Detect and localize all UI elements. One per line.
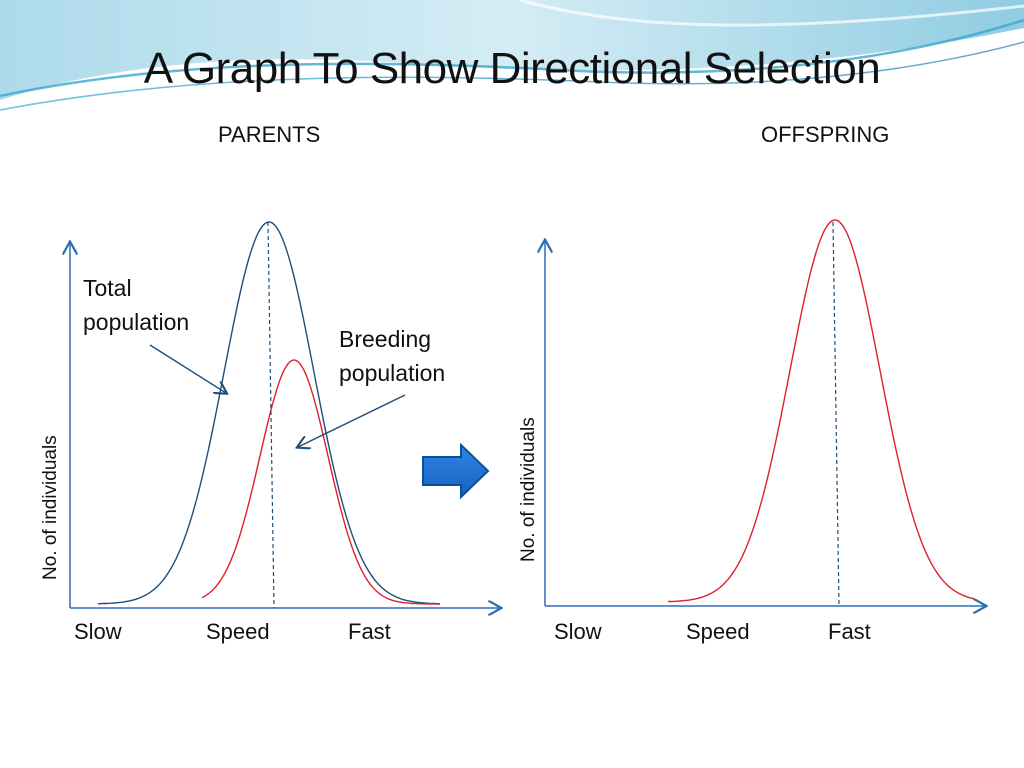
breeding-population-curve: [201, 359, 440, 605]
breeding-population-label-line2: population: [339, 360, 446, 386]
parents-x-label-slow: Slow: [74, 619, 122, 644]
parents-x-label-fast: Fast: [348, 619, 391, 644]
parents-mean-dashed-line: [267, 221, 275, 609]
offspring-heading: OFFSPRING: [761, 122, 890, 147]
offspring-x-label-fast: Fast: [828, 619, 871, 644]
offspring-population-curve: [667, 219, 975, 603]
offspring-x-label-speed: Speed: [686, 619, 750, 644]
parents-y-axis-label: No. of individuals: [40, 435, 61, 580]
total-population-curve: [98, 221, 440, 605]
right-arrow-icon: [422, 443, 490, 500]
total-population-label-line2: population: [83, 309, 190, 335]
offspring-mean-dashed-line: [832, 221, 840, 607]
total-population-callout-arrow: [149, 344, 226, 393]
breeding-population-callout-arrow: [298, 394, 406, 447]
parents-heading: PARENTS: [218, 122, 321, 147]
total-population-label-line1: Total: [83, 275, 132, 301]
total-population-label: Total population: [83, 271, 189, 339]
offspring-x-label-slow: Slow: [554, 619, 602, 644]
parents-x-label-speed: Speed: [206, 619, 270, 644]
breeding-population-label: Breeding population: [339, 322, 445, 390]
breeding-population-label-line1: Breeding: [339, 326, 432, 352]
offspring-y-axis-label: No. of individuals: [518, 417, 539, 562]
slide-title: A Graph To Show Directional Selection: [143, 44, 881, 93]
